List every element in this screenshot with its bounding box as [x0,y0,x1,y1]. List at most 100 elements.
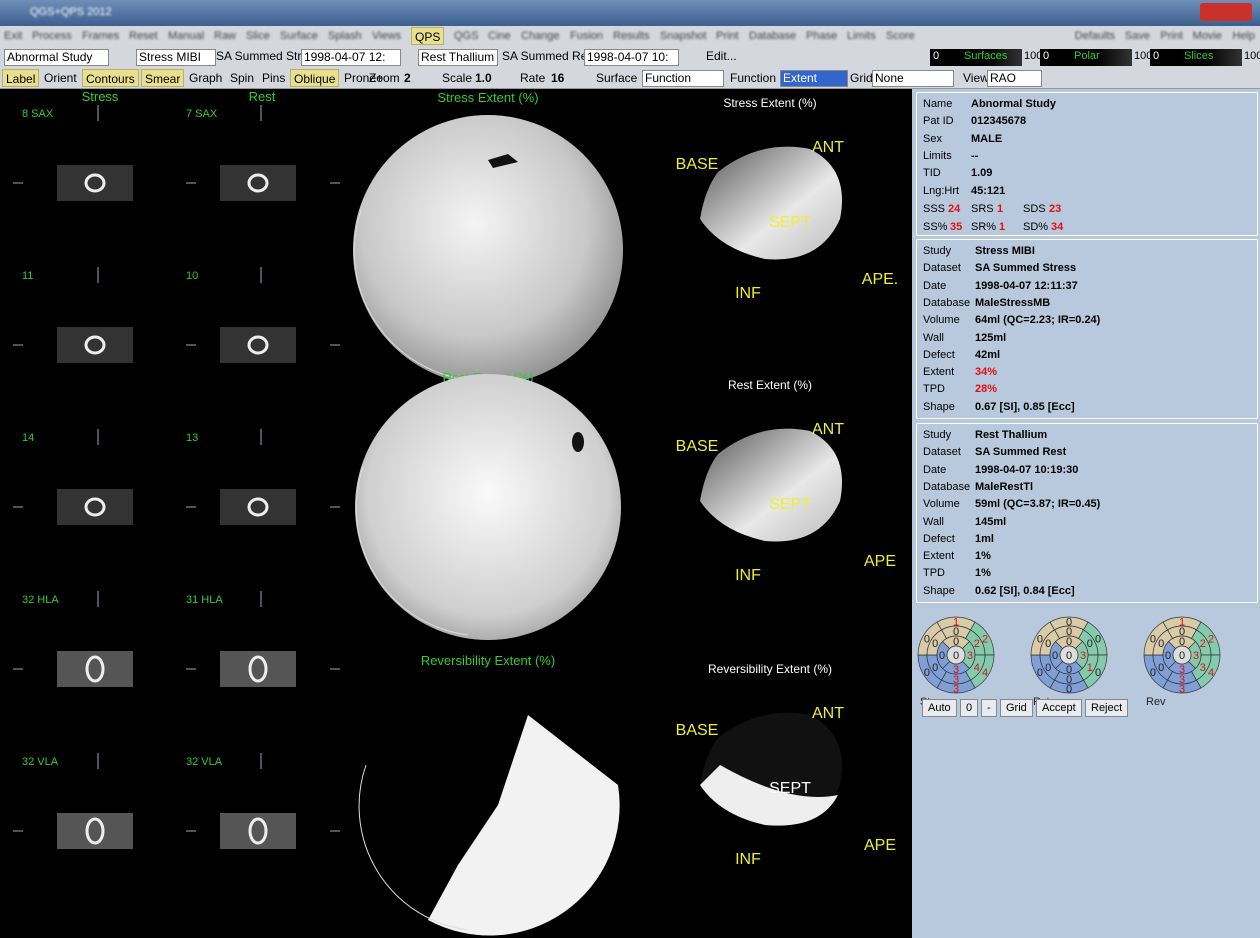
stress-dataset[interactable]: SA Summed Str [216,49,301,63]
slider-min: 0 [1043,50,1050,62]
menu-item[interactable]: Surface [280,30,318,42]
menu-item[interactable]: Process [32,30,72,42]
polar-map [355,374,621,640]
view-dropdown[interactable]: RAO [987,70,1042,87]
menu-item[interactable]: Change [521,30,560,42]
stress-info: Study Stress MIBI Dataset SA Summed Stress D… [916,239,1258,419]
stress-date[interactable]: 1998-04-07 12: [301,49,401,66]
segment-score: 4 [982,667,988,679]
slider[interactable]: 0 Slices [1150,49,1242,66]
menu-item[interactable]: Print [1160,30,1183,42]
menu-item[interactable]: Cine [488,30,511,42]
slice-label: 11 [22,270,33,282]
panel-button[interactable]: Auto [922,699,957,717]
segment-score: 0 [1150,633,1156,645]
image-viewer: Stress Rest 8 SAX 7 SAX 11 10 14 13 32 HLA 31 HLA… [13,89,898,936]
segment-score: 0 [1158,638,1164,650]
segment-score: 3 [967,650,973,662]
menu-item[interactable]: Defaults [1074,30,1115,42]
grid-dropdown[interactable]: None [872,70,954,87]
panel-button[interactable]: 0 [960,699,979,717]
slice-image [57,489,133,525]
segment-score: 1 [953,617,959,629]
toggle-button[interactable]: Prone+ [344,71,384,85]
info-value: Stress MIBI [975,245,1035,257]
menu-item[interactable]: Splash [328,30,362,42]
surface-label: APE. [862,271,898,288]
menu-item[interactable]: Phase [806,30,838,42]
menu-item[interactable]: Save [1124,30,1150,42]
surface-label: INF [735,567,761,584]
menu-item[interactable]: Score [886,30,915,42]
info-key: Extent [923,366,955,379]
slider[interactable]: 0 Polar [1040,49,1132,66]
info-key: Database [923,480,971,493]
panel-button[interactable]: - [981,699,997,717]
toggle-button[interactable]: Oblique [290,69,340,87]
slider-max: 100 [1024,50,1043,62]
info-key: Shape [923,400,955,413]
info-value: 1ml [975,532,994,545]
panel-button[interactable]: Accept [1036,699,1082,717]
menu-item[interactable]: Print [716,30,739,42]
toggle-button[interactable]: Graph [189,71,223,85]
surface-label: BASE [676,438,719,455]
menu-item[interactable]: Manual [168,30,205,42]
menu-item[interactable]: Movie [1192,30,1222,42]
bullseye-label: Rev [1146,696,1166,708]
polar-map [353,115,623,385]
menu-item[interactable]: Slice [246,30,270,42]
menu-item[interactable]: Limits [847,30,876,42]
segment-score: 0 [932,662,938,674]
slider[interactable]: 0 Surfaces [930,49,1022,66]
menu-item[interactable]: Help [1232,30,1255,42]
study[interactable]: Abnormal Study [4,49,109,66]
segment-score: 0 [924,633,930,645]
surface-label: Surface [596,71,638,85]
title-bar: QGS+QPS 2012 [0,0,1260,26]
menu-item[interactable]: Fusion [570,30,604,42]
segment-score: 0 [932,638,938,650]
toggle-button[interactable]: Label [2,69,40,87]
info-key: TPD [923,383,945,396]
grid-label: Grid [850,71,873,85]
slice-image [220,165,296,201]
menu-item[interactable]: Frames [82,30,120,42]
surface-label: SEPT [769,496,811,513]
menu-item[interactable]: Snapshot [660,30,707,42]
menu-item[interactable]: Exit [4,30,23,42]
menu-item[interactable]: QGS [454,30,479,42]
rest-study[interactable]: Rest Thallium [418,49,498,66]
menu-item[interactable]: QPS [411,27,445,45]
menu-item[interactable]: Database [749,30,797,42]
info-value: 012345678 [971,115,1027,128]
panel-button[interactable]: Reject [1085,699,1129,717]
myocardium-contour [247,173,269,193]
menu-item[interactable]: Results [613,30,650,42]
slice-label: 10 [186,270,198,282]
surface-title: Rest Extent (%) [728,378,812,392]
slice-image [57,165,133,201]
close-button[interactable] [1200,3,1252,21]
segment-score: 0 [1179,650,1185,662]
edit[interactable]: Edit... [706,49,737,63]
menu-item[interactable]: Reset [129,30,158,42]
info-value: 1998-04-07 10:19:30 [975,463,1079,476]
toggle-button[interactable]: Orient [44,71,77,85]
bullseye-area: 12430002430003300Str00000000100003000Rst… [917,617,1221,708]
menu-item[interactable]: Views [372,30,402,42]
menu-item[interactable]: Raw [214,30,237,42]
toggle-button[interactable]: Contours [82,69,139,87]
toggle-button[interactable]: Pins [262,71,286,85]
panel-button[interactable]: Grid [1000,699,1033,717]
toggle-button[interactable]: Smear [141,69,185,87]
rest-dataset[interactable]: SA Summed Re [502,49,584,63]
rest-date[interactable]: 1998-04-07 10: [584,49,679,66]
toggle-button[interactable]: Spin [230,71,255,85]
score-value: 34 [1051,221,1064,233]
stress-study[interactable]: Stress MIBI [136,49,216,66]
polar-map-title: Reversibility Extent (%) [421,653,555,668]
slider-max: 100 [1134,50,1153,62]
surface-dropdown[interactable]: Function [642,70,724,87]
function-dropdown[interactable]: Extent [780,70,848,87]
